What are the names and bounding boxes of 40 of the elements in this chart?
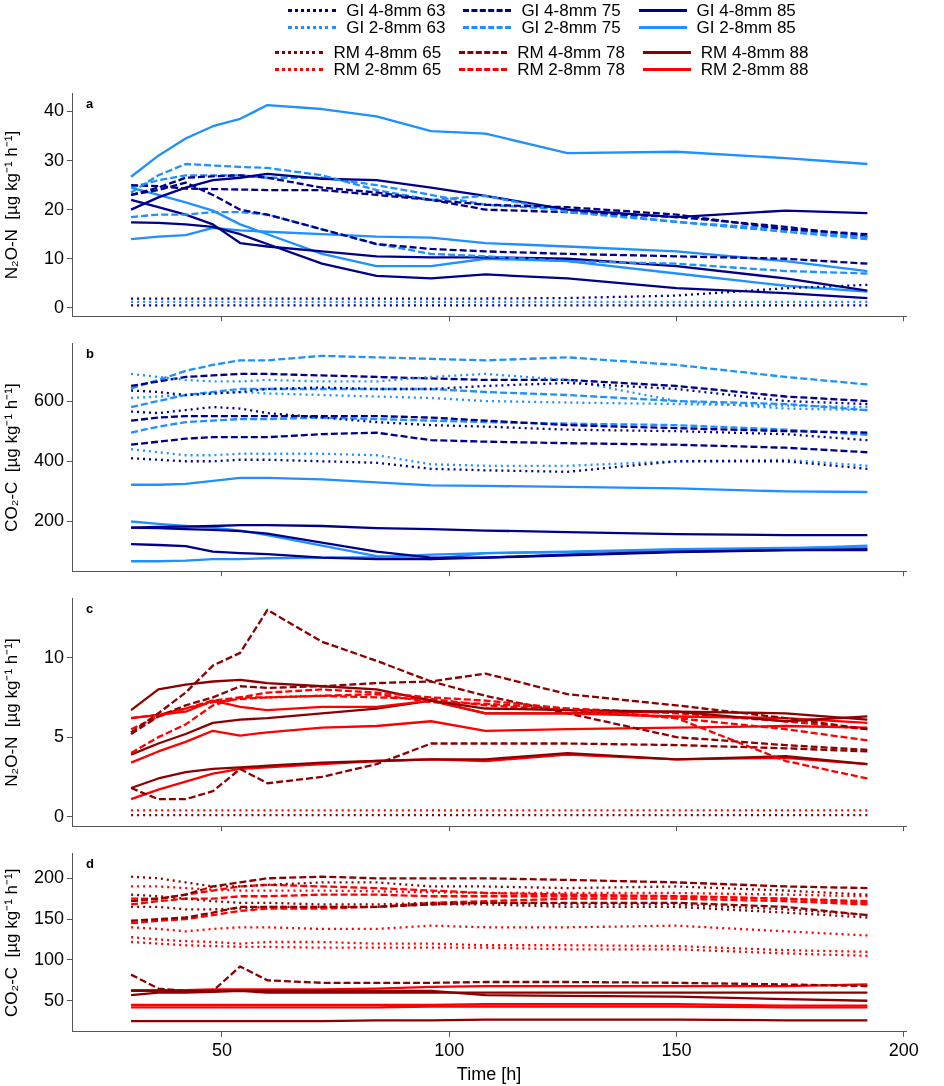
y-tick-label: 0 — [53, 296, 64, 317]
legend-label: GI 2-8mm 63 — [346, 18, 446, 37]
x-tick-label: 150 — [661, 1039, 692, 1060]
y-tick-label: 20 — [43, 198, 64, 219]
y-tick-label: 10 — [43, 247, 64, 268]
y-tick-label: 0 — [53, 805, 64, 826]
legend-label: GI 4-8mm 63 — [346, 1, 446, 20]
legend-label: GI 2-8mm 85 — [696, 18, 796, 37]
x-tick-label: 200 — [888, 1039, 919, 1060]
y-tick-label: 200 — [33, 867, 64, 888]
y-tick-label: 40 — [43, 100, 64, 121]
legend-label: GI 4-8mm 75 — [521, 1, 621, 20]
legend-label: RM 4-8mm 65 — [333, 43, 442, 62]
y-tick-label: 600 — [33, 390, 64, 410]
chart-title: d — [86, 855, 94, 871]
y-tick-label: 50 — [43, 989, 64, 1010]
legend-label: GI 2-8mm 75 — [521, 18, 621, 37]
y-tick-label: 5 — [53, 726, 64, 747]
y-tick-label: 150 — [33, 908, 64, 929]
legend-label: RM 2-8mm 65 — [333, 60, 442, 79]
chart-title: b — [86, 345, 94, 361]
legend-label: RM 2-8mm 88 — [700, 60, 809, 79]
legend-label: RM 2-8mm 78 — [517, 60, 625, 79]
chart-title: c — [86, 600, 94, 616]
y-axis-title: CO₂-C [µg kg⁻¹ h⁻¹] — [1, 383, 21, 532]
legend-label: GI 4-8mm 85 — [696, 1, 796, 20]
y-axis-title: CO₂-C [µg kg⁻¹ h⁻¹] — [1, 868, 21, 1017]
legend-label: RM 4-8mm 78 — [517, 43, 625, 62]
chart-title: a — [86, 95, 94, 111]
y-tick-label: 100 — [33, 948, 64, 969]
y-tick-label: 30 — [43, 149, 64, 170]
x-axis-title: Time [h] — [456, 1064, 522, 1085]
y-tick-label: 10 — [43, 646, 64, 667]
legend-label: RM 4-8mm 88 — [700, 43, 809, 62]
y-tick-label: 200 — [33, 510, 64, 531]
x-tick-label: 50 — [211, 1039, 232, 1060]
y-axis-title: N₂O-N [µg kg⁻¹ h⁻¹] — [1, 638, 21, 787]
y-tick-label: 400 — [33, 450, 64, 471]
x-tick-label: 100 — [434, 1039, 465, 1060]
y-axis-title: N₂O-N [µg kg⁻¹ h⁻¹] — [1, 130, 21, 280]
